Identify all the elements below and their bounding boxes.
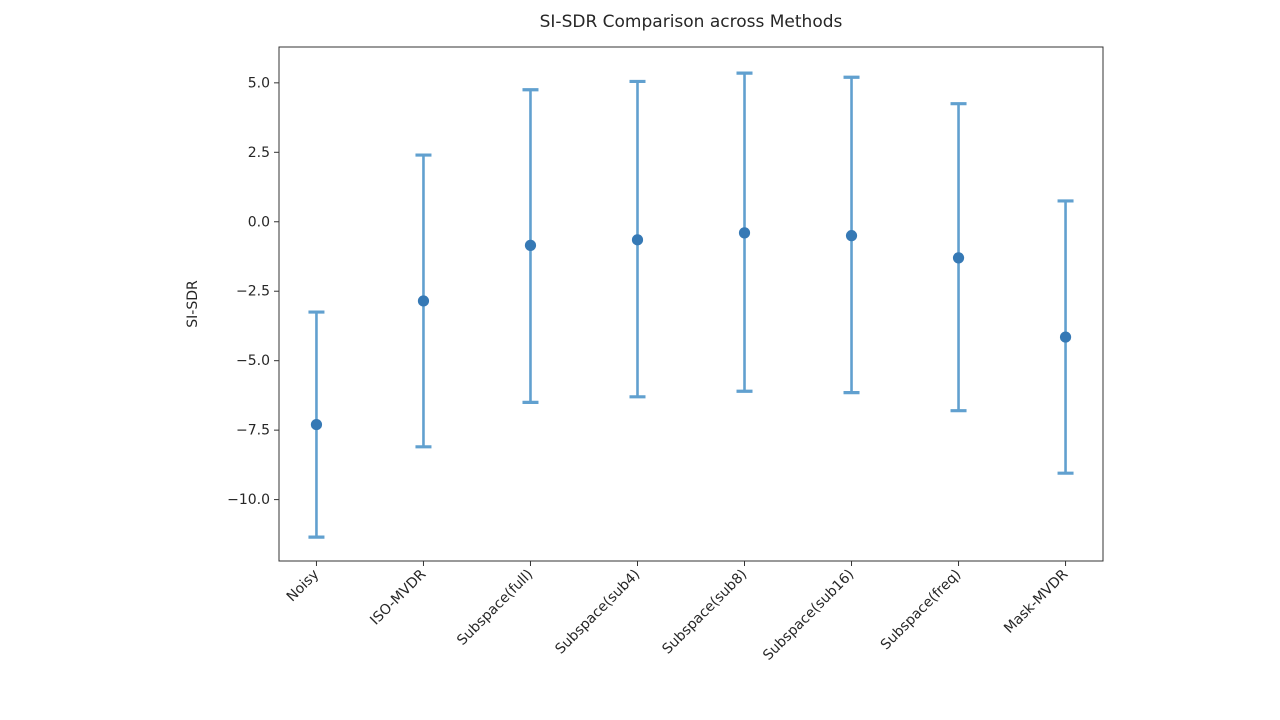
- plot-border: [278, 46, 1104, 562]
- errorbar-Subspace(sub16): [843, 75, 860, 395]
- x-tick-label: Mask-MVDR: [1001, 566, 1071, 636]
- data-point-marker: [631, 234, 644, 246]
- data-point-marker: [417, 295, 430, 307]
- data-point-marker: [524, 239, 537, 251]
- data-point-marker: [738, 227, 751, 239]
- errorbar-Mask-MVDR: [1057, 199, 1074, 475]
- x-tick-label: ISO-MVDR: [367, 566, 429, 628]
- x-tick-label: Subspace(sub16): [760, 567, 857, 664]
- errorbar-Subspace(sub4): [629, 79, 646, 399]
- y-tick-label: −10.0: [227, 492, 270, 508]
- y-tick-label: 2.5: [248, 145, 270, 161]
- y-tick-label: −7.5: [236, 423, 270, 439]
- data-point-marker: [952, 252, 965, 264]
- x-tick-label: Subspace(freq): [878, 567, 965, 654]
- y-tick-label: −5.0: [236, 353, 270, 369]
- x-tick-label: Subspace(sub4): [552, 567, 643, 658]
- data-point-marker: [845, 230, 858, 242]
- chart-title: SI-SDR Comparison across Methods: [539, 12, 843, 32]
- x-tick-label: Subspace(full): [454, 567, 536, 649]
- y-tick-label: −2.5: [236, 284, 270, 300]
- y-axis-label: SI-SDR: [185, 280, 201, 328]
- errorbar-ISO-MVDR: [415, 153, 432, 449]
- errorbar-Subspace(full): [522, 88, 539, 404]
- y-tick-label: 0.0: [248, 214, 270, 230]
- x-tick-label: Subspace(sub8): [659, 567, 750, 658]
- errorbar-Subspace(sub8): [736, 71, 753, 393]
- errorbar-Noisy: [308, 310, 325, 539]
- errorbar-Subspace(freq): [950, 102, 967, 413]
- data-point-marker: [1059, 331, 1072, 343]
- y-tick-label: 5.0: [248, 75, 270, 91]
- x-tick-label: Noisy: [284, 567, 323, 606]
- data-point-marker: [310, 418, 323, 431]
